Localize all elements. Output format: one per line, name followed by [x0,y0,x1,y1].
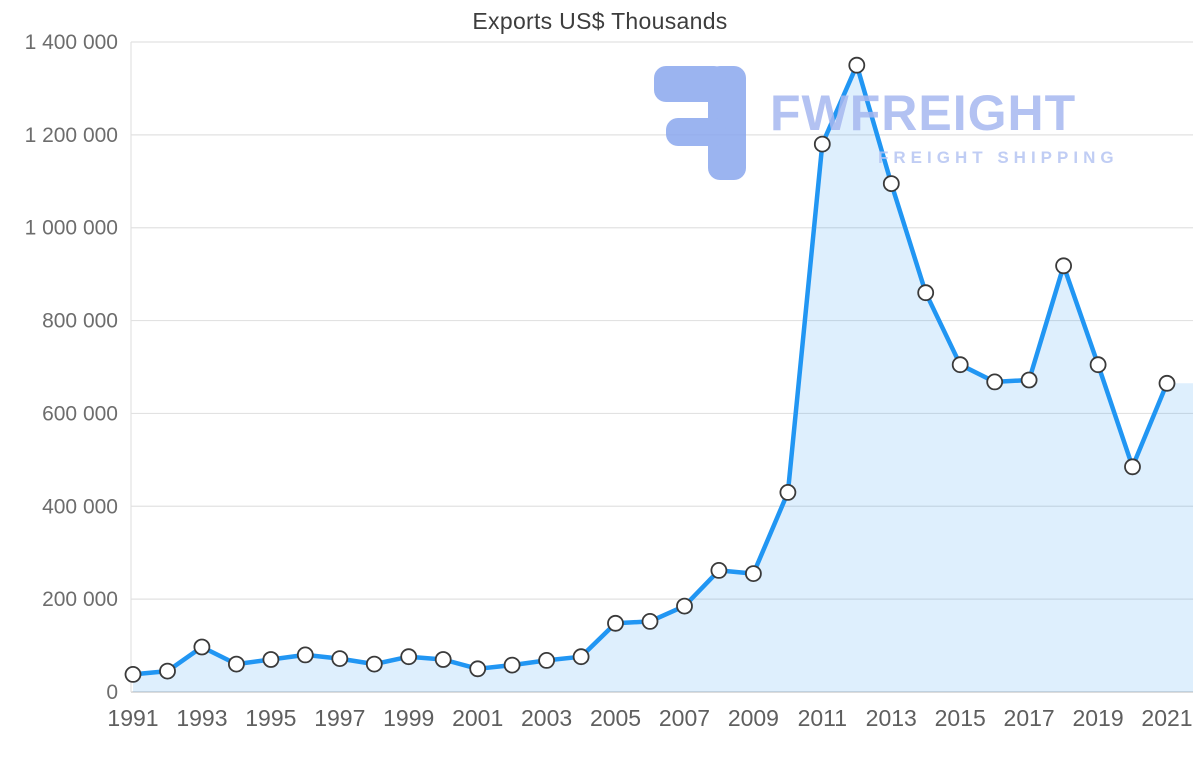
y-axis-tick-label: 1 200 000 [25,124,118,147]
data-point-marker[interactable] [400,648,418,666]
x-axis-tick-label: 2021 [1141,705,1192,731]
data-point-marker[interactable] [641,613,659,630]
data-point-marker[interactable] [745,565,762,582]
data-point-marker[interactable] [1124,458,1141,476]
x-axis-tick-label: 2003 [521,705,572,731]
y-axis-tick-label: 800 000 [42,310,118,333]
data-point-marker[interactable] [124,666,142,683]
y-axis-tick-label: 0 [106,681,118,704]
area-fill [133,65,1193,692]
data-point-marker[interactable] [227,655,245,673]
data-point-marker[interactable] [917,284,935,302]
x-axis-tick-label: 2009 [728,705,779,731]
x-axis-tick-label: 2013 [866,705,917,731]
data-point-marker[interactable] [710,562,728,579]
data-point-marker[interactable] [365,655,383,673]
data-point-marker[interactable] [262,651,280,668]
data-point-marker[interactable] [159,662,176,680]
data-point-marker[interactable] [469,660,487,678]
data-point-marker[interactable] [296,646,314,664]
x-axis-tick-label: 2011 [798,705,847,731]
data-point-marker[interactable] [538,652,555,669]
data-point-marker[interactable] [848,56,866,74]
x-axis-tick-label: 2001 [452,705,503,731]
x-axis-tick-label: 2007 [659,705,710,731]
data-point-marker[interactable] [882,175,900,193]
data-point-marker[interactable] [434,651,452,668]
y-axis-tick-label: 1 400 000 [25,31,118,54]
x-axis-tick-label: 2017 [1004,705,1055,731]
x-axis-tick-label: 2019 [1072,705,1123,731]
y-axis-tick-label: 1 000 000 [25,217,118,240]
x-axis-tick-label: 1999 [383,705,434,731]
data-point-marker[interactable] [331,650,349,667]
chart-title: Exports US$ Thousands [472,8,728,34]
y-axis-tick-label: 200 000 [42,588,118,611]
x-axis-tick-label: 1995 [245,705,296,731]
y-axis-tick-label: 600 000 [42,402,118,425]
y-axis-tick-label: 400 000 [42,495,118,518]
x-axis-tick-label: 2005 [590,705,641,731]
x-axis-tick-label: 1993 [176,705,227,731]
x-axis-tick-label: 1991 [107,705,158,731]
x-axis-tick-label: 2015 [935,705,986,731]
data-point-marker[interactable] [813,135,831,153]
data-point-marker[interactable] [1020,371,1038,389]
data-point-marker[interactable] [1055,257,1072,275]
x-axis-tick-label: 1997 [314,705,365,731]
data-point-marker[interactable] [951,356,969,374]
data-point-marker[interactable] [607,614,624,632]
data-point-marker[interactable] [986,373,1004,391]
data-point-marker[interactable] [572,648,590,666]
data-point-marker[interactable] [193,638,211,656]
data-point-marker[interactable] [779,483,797,501]
data-point-marker[interactable] [1158,374,1176,392]
data-point-marker[interactable] [1089,356,1107,374]
data-point-marker[interactable] [503,656,521,674]
data-point-marker[interactable] [676,597,693,615]
